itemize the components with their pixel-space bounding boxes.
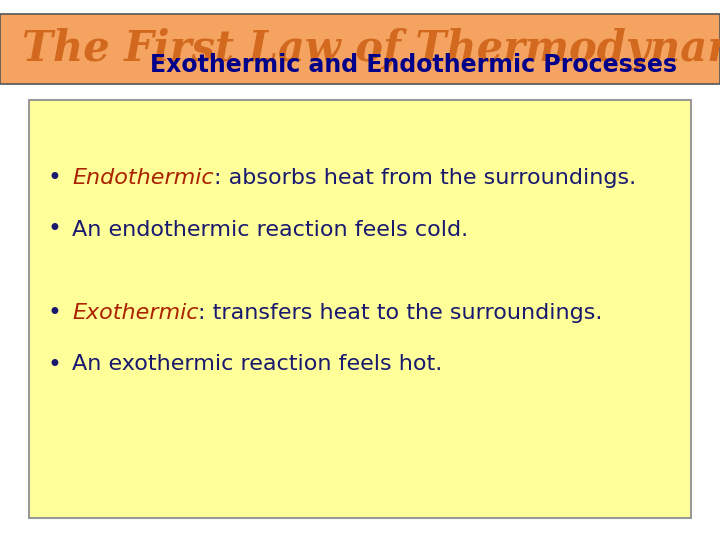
Text: •: • — [47, 301, 61, 325]
Text: •: • — [47, 353, 61, 376]
FancyBboxPatch shape — [29, 100, 691, 518]
FancyBboxPatch shape — [0, 14, 720, 84]
Text: •: • — [47, 166, 61, 190]
Text: The First Law of Thermodynamics: The First Law of Thermodynamics — [22, 28, 720, 70]
Text: Exothermic: Exothermic — [72, 303, 199, 323]
Text: Endothermic: Endothermic — [72, 168, 214, 188]
Text: Exothermic and Endothermic Processes: Exothermic and Endothermic Processes — [150, 53, 677, 77]
Text: : transfers heat to the surroundings.: : transfers heat to the surroundings. — [199, 303, 603, 323]
Text: An exothermic reaction feels hot.: An exothermic reaction feels hot. — [72, 354, 442, 375]
Text: An endothermic reaction feels cold.: An endothermic reaction feels cold. — [72, 219, 468, 240]
Text: •: • — [47, 218, 61, 241]
Text: : absorbs heat from the surroundings.: : absorbs heat from the surroundings. — [214, 168, 636, 188]
